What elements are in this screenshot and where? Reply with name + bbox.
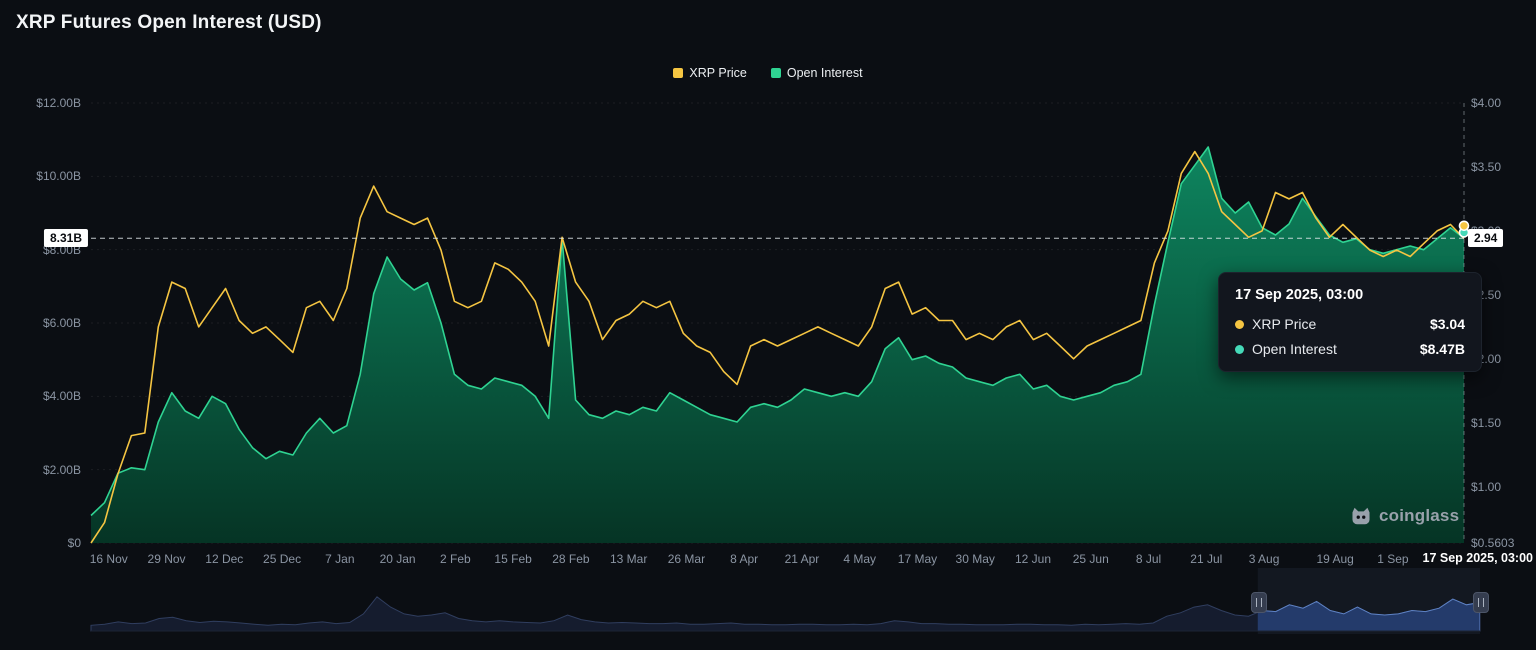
xrp-price-hover-marker bbox=[1458, 220, 1470, 232]
x-axis-label: 25 Dec bbox=[263, 552, 302, 566]
x-axis-label: 13 Mar bbox=[609, 552, 648, 566]
x-axis-label: 12 Dec bbox=[205, 552, 244, 566]
legend-label: XRP Price bbox=[689, 66, 747, 80]
legend-item-open-interest[interactable]: Open Interest bbox=[770, 66, 863, 80]
tooltip-row-label: Open Interest bbox=[1252, 341, 1337, 357]
x-axis-label: 8 Jul bbox=[1135, 552, 1162, 566]
y-axis-right-label: $1.50 bbox=[1471, 415, 1502, 430]
drag-handle-icon bbox=[1255, 598, 1262, 607]
y-axis-left-label: $4.00B bbox=[42, 389, 81, 404]
tooltip-row-label: XRP Price bbox=[1252, 316, 1317, 332]
navigator-left-handle[interactable] bbox=[1250, 592, 1267, 613]
y-axis-left-label: $10.00B bbox=[36, 169, 81, 184]
open-interest-line bbox=[90, 146, 1465, 517]
x-axis-label: 7 Jan bbox=[325, 552, 355, 566]
open-interest-dot-icon bbox=[1235, 344, 1244, 354]
legend-label: Open Interest bbox=[786, 66, 863, 80]
x-axis-label: 26 Mar bbox=[667, 552, 706, 566]
y-axis-left-label: $6.00B bbox=[42, 316, 81, 330]
open-interest-swatch-icon bbox=[770, 68, 781, 78]
x-axis-label: 1 Sep bbox=[1377, 552, 1409, 566]
x-axis-label: 19 Aug bbox=[1316, 552, 1354, 566]
drag-handle-icon bbox=[1478, 598, 1484, 607]
tooltip: 17 Sep 2025, 03:00 XRP Price $3.04 Open … bbox=[1218, 272, 1482, 372]
tooltip-title: 17 Sep 2025, 03:00 bbox=[1235, 287, 1364, 303]
navigator-area-selected bbox=[1257, 598, 1481, 632]
x-axis-label: 21 Jul bbox=[1190, 552, 1223, 566]
y-axis-left-label: $2.00B bbox=[42, 462, 81, 477]
x-axis-label: 3 Aug bbox=[1248, 552, 1280, 566]
x-axis-label: 29 Nov bbox=[147, 552, 186, 566]
xrp-price-dot-icon bbox=[1235, 319, 1244, 329]
tooltip-row-value: $8.47B bbox=[1419, 341, 1465, 357]
y-axis-left-label: $0 bbox=[67, 536, 81, 550]
x-axis-label: 20 Jan bbox=[379, 552, 416, 566]
open-interest-area bbox=[91, 147, 1464, 543]
y-axis-left-label: $12.00B bbox=[36, 96, 81, 110]
xrp-price-current-chip: 2.94 bbox=[1468, 229, 1504, 248]
xrp-price-swatch-icon bbox=[673, 68, 684, 78]
crosshair-date-label: 17 Sep 2025, 03:00 bbox=[1417, 551, 1533, 565]
y-axis-right-label: $1.00 bbox=[1471, 479, 1502, 494]
coinglass-logo-icon bbox=[1352, 507, 1370, 525]
tooltip-row-xrp-price: XRP Price $3.04 bbox=[1235, 316, 1465, 332]
open-interest-current-chip: 8.31B bbox=[43, 229, 88, 248]
navigator[interactable] bbox=[91, 566, 1480, 636]
xrp-price-line bbox=[90, 150, 1465, 544]
x-axis-label: 30 May bbox=[955, 552, 995, 566]
x-axis-label: 17 May bbox=[897, 552, 938, 566]
x-axis-label: 15 Feb bbox=[494, 552, 532, 566]
y-axis-right-label: $0.5603 bbox=[1471, 536, 1515, 550]
x-axis-label: 2 Feb bbox=[440, 552, 471, 566]
watermark-text: coinglass bbox=[1379, 506, 1460, 525]
navigator-right-handle[interactable] bbox=[1473, 592, 1489, 613]
x-axis-label: 25 Jun bbox=[1072, 552, 1109, 566]
chart-title: XRP Futures Open Interest (USD) bbox=[16, 12, 322, 33]
x-axis-label: 12 Jun bbox=[1014, 552, 1051, 566]
x-axis-label: 16 Nov bbox=[89, 552, 128, 566]
x-axis-label: 8 Apr bbox=[730, 552, 759, 566]
x-axis-label: 21 Apr bbox=[784, 552, 820, 566]
tooltip-row-open-interest: Open Interest $8.47B bbox=[1235, 341, 1465, 357]
legend: XRP Price Open Interest bbox=[0, 66, 1536, 80]
tooltip-row-value: $3.04 bbox=[1429, 316, 1465, 332]
x-axis-label: 28 Feb bbox=[552, 552, 590, 566]
y-axis-right-label: $4.00 bbox=[1471, 96, 1502, 110]
x-axis-label: 4 May bbox=[843, 552, 877, 566]
watermark: coinglass bbox=[1350, 505, 1459, 527]
y-axis-right-label: $3.50 bbox=[1471, 159, 1502, 174]
legend-item-xrp-price[interactable]: XRP Price bbox=[673, 66, 747, 80]
